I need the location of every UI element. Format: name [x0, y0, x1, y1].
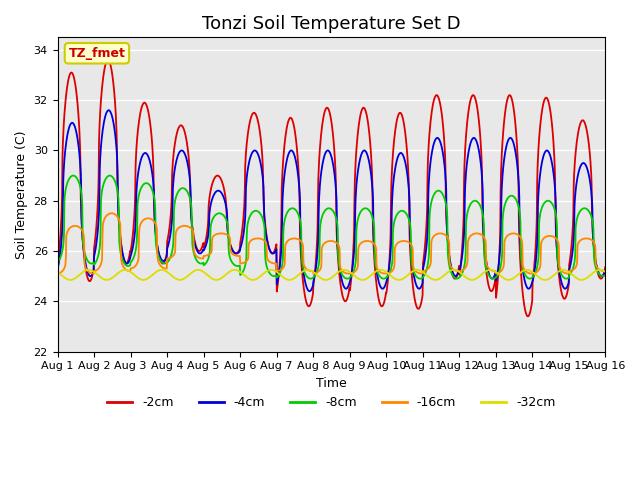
Line: -4cm: -4cm: [58, 110, 605, 291]
-32cm: [377, 267, 385, 273]
-2cm: [417, 302, 424, 308]
-32cm: [537, 276, 545, 282]
-4cm: [489, 276, 497, 281]
-4cm: [306, 288, 314, 294]
-4cm: [537, 165, 545, 171]
-32cm: [162, 268, 170, 274]
-32cm: [395, 277, 403, 283]
-8cm: [176, 187, 184, 192]
-8cm: [602, 272, 609, 278]
-16cm: [54, 271, 61, 276]
-16cm: [417, 271, 425, 276]
-2cm: [602, 264, 609, 270]
-4cm: [417, 284, 425, 290]
-16cm: [602, 268, 609, 274]
-16cm: [108, 210, 115, 216]
Line: -8cm: -8cm: [58, 176, 605, 279]
-32cm: [175, 277, 183, 283]
-16cm: [176, 224, 184, 230]
-32cm: [54, 269, 61, 275]
-2cm: [54, 263, 61, 269]
-8cm: [106, 173, 113, 179]
-2cm: [524, 313, 532, 319]
-32cm: [237, 269, 244, 275]
-2cm: [104, 57, 111, 63]
-8cm: [417, 276, 425, 281]
Line: -2cm: -2cm: [58, 60, 605, 316]
-4cm: [163, 255, 170, 261]
-16cm: [489, 268, 497, 274]
-8cm: [237, 272, 245, 277]
-4cm: [105, 108, 113, 113]
Legend: -2cm, -4cm, -8cm, -16cm, -32cm: -2cm, -4cm, -8cm, -16cm, -32cm: [102, 391, 561, 414]
-8cm: [537, 208, 545, 214]
-32cm: [602, 269, 609, 275]
-2cm: [163, 252, 170, 258]
Title: Tonzi Soil Temperature Set D: Tonzi Soil Temperature Set D: [202, 15, 461, 33]
Line: -32cm: -32cm: [58, 270, 605, 280]
-8cm: [307, 276, 314, 282]
-4cm: [602, 268, 609, 274]
-2cm: [176, 123, 184, 129]
Y-axis label: Soil Temperature (C): Soil Temperature (C): [15, 130, 28, 259]
-16cm: [163, 266, 171, 272]
-4cm: [237, 243, 245, 249]
-32cm: [489, 267, 497, 273]
-8cm: [489, 276, 497, 281]
X-axis label: Time: Time: [316, 377, 347, 390]
-16cm: [90, 271, 97, 276]
-2cm: [237, 236, 245, 241]
-2cm: [488, 288, 496, 294]
-4cm: [54, 266, 61, 272]
-4cm: [176, 149, 184, 155]
-32cm: [417, 268, 425, 274]
Line: -16cm: -16cm: [58, 213, 605, 274]
Text: TZ_fmet: TZ_fmet: [68, 47, 125, 60]
-16cm: [537, 241, 545, 247]
-8cm: [54, 260, 61, 265]
-8cm: [163, 260, 170, 266]
-16cm: [237, 261, 245, 266]
-2cm: [537, 116, 545, 121]
